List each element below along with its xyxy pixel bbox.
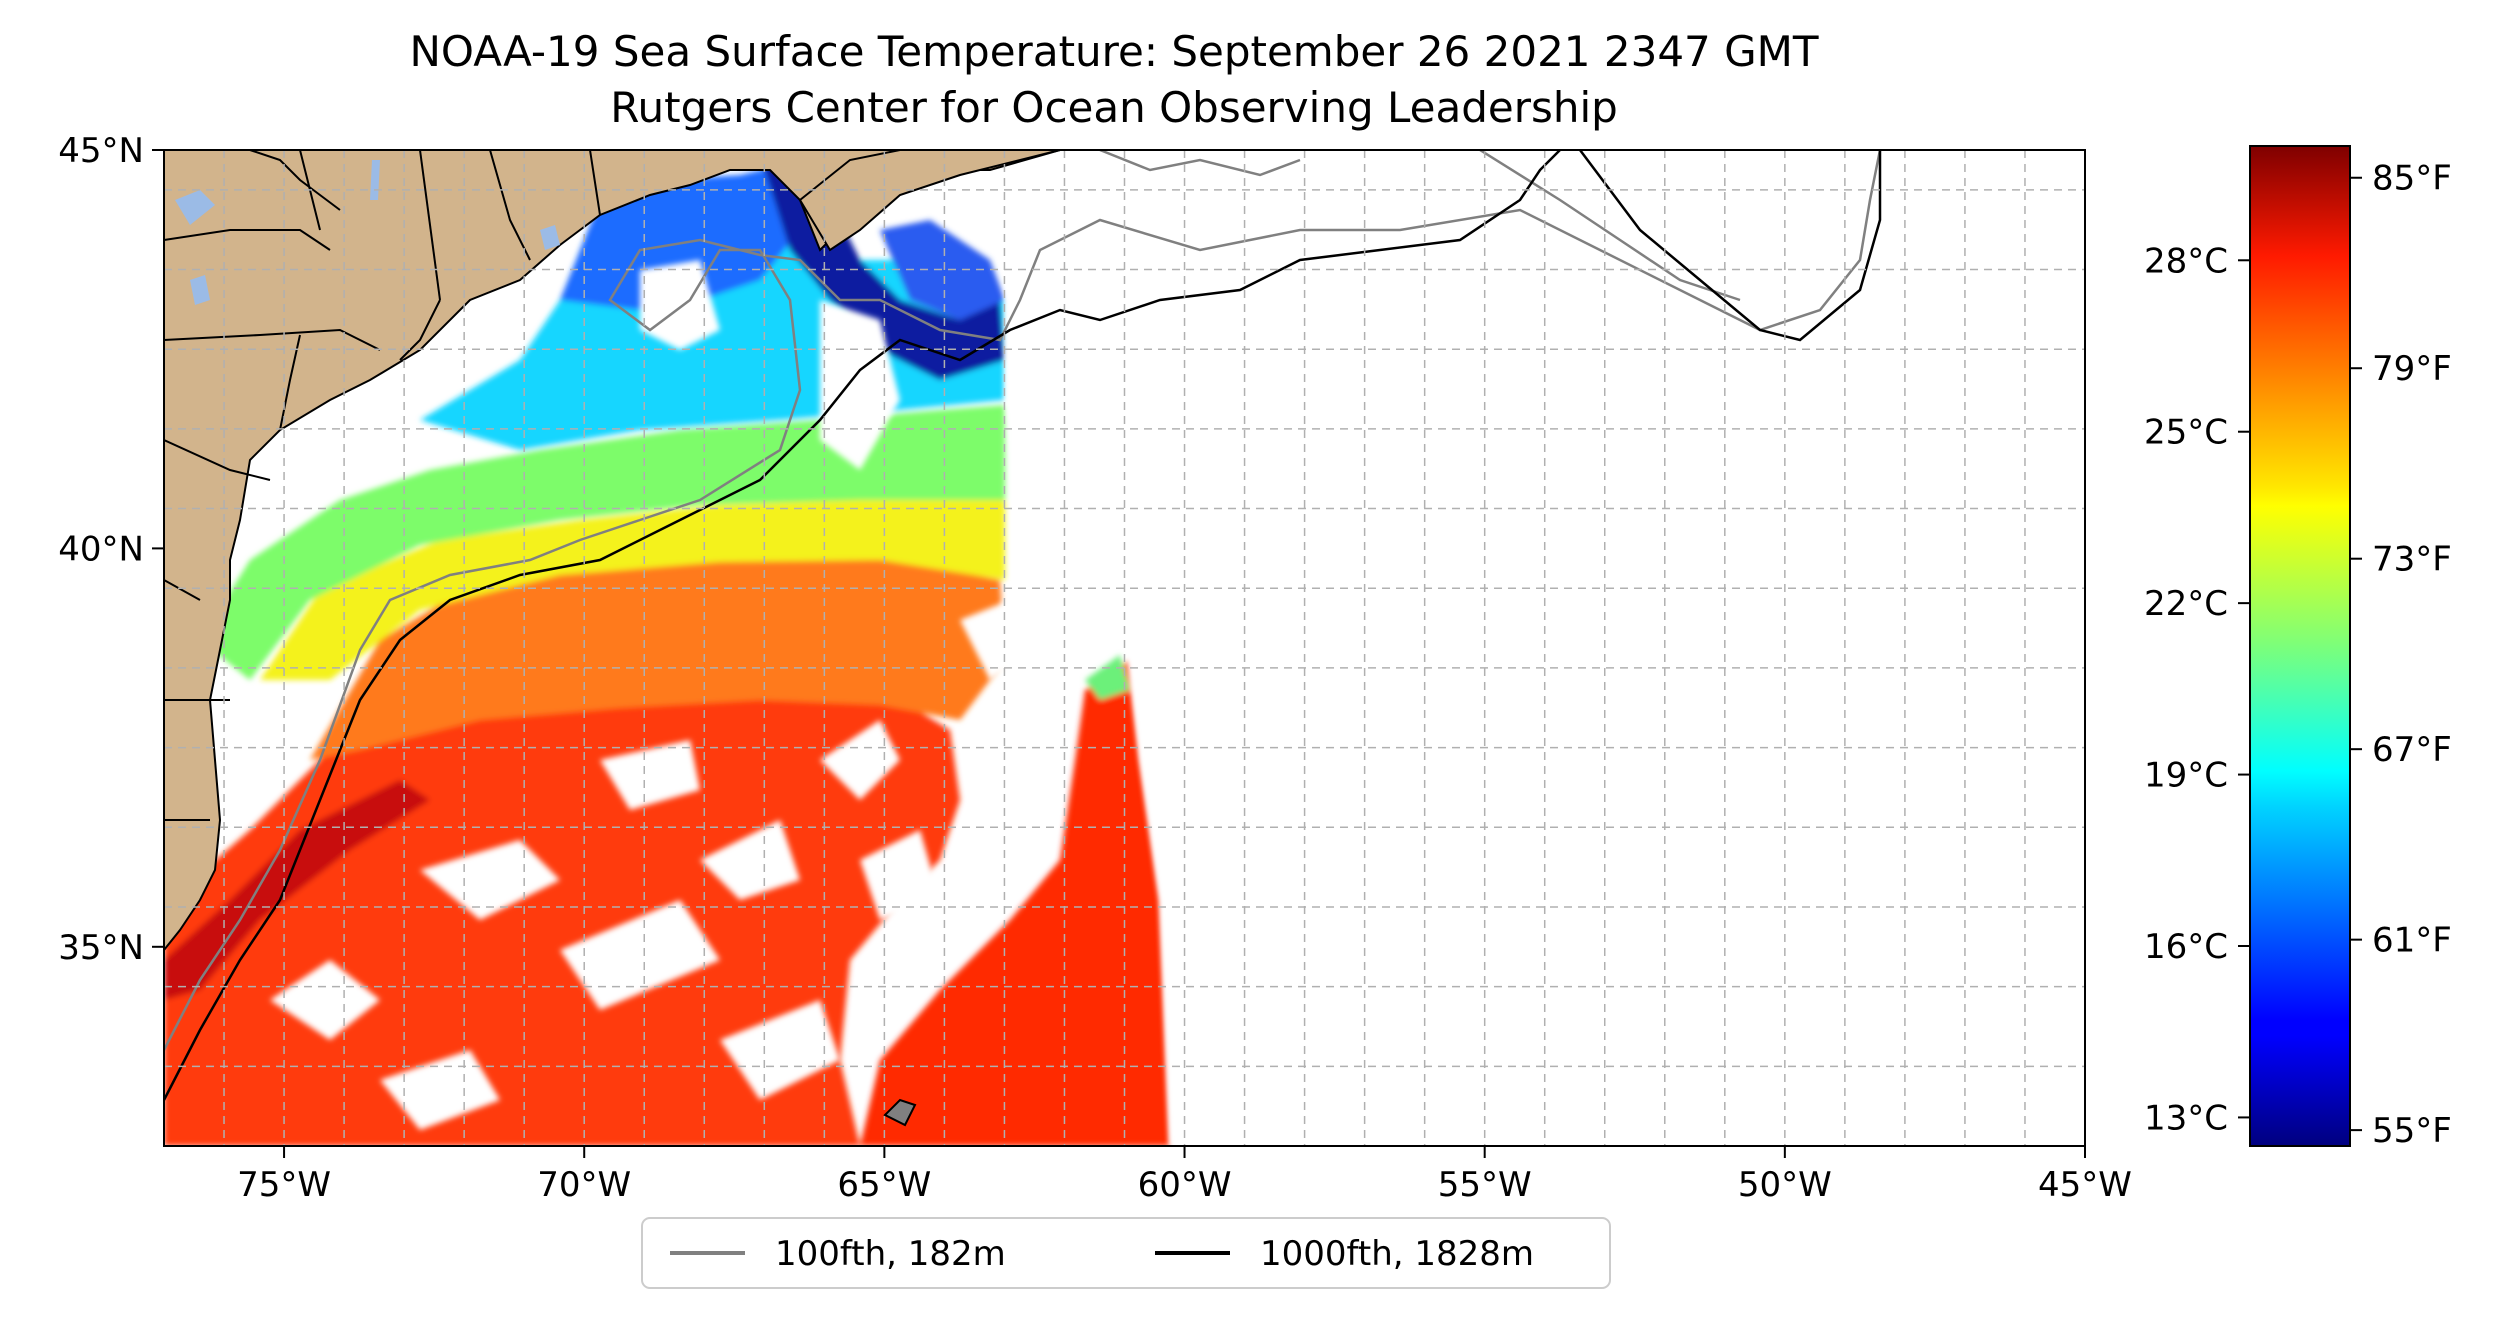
y-tick-label: 35°N bbox=[58, 928, 144, 968]
isobath-100fth bbox=[164, 150, 1882, 1051]
colorbar-f-label: 85°F bbox=[2372, 159, 2452, 199]
map-gridlines bbox=[164, 150, 2085, 1146]
colorbar-celsius-ticks: 28°C 25°C 22°C 19°C 16°C 13°C bbox=[2144, 241, 2250, 1138]
sst-yellow-slope bbox=[260, 495, 1005, 680]
colorbar-c-label: 28°C bbox=[2144, 241, 2228, 281]
legend-label-1000fth: 1000fth, 1828m bbox=[1260, 1234, 1534, 1274]
y-axis-ticks: 45°N 40°N 35°N bbox=[58, 131, 164, 968]
sst-orange-midslope bbox=[310, 560, 1005, 760]
chart-title: NOAA-19 Sea Surface Temperature: Septemb… bbox=[409, 27, 1818, 76]
x-tick-label: 50°W bbox=[1738, 1165, 1832, 1205]
colorbar-c-label: 19°C bbox=[2144, 756, 2228, 796]
x-tick-label: 70°W bbox=[537, 1165, 631, 1205]
map-panel: 75°W 70°W 65°W 60°W 55°W 50°W 45°W 45°N 40°N 35°… bbox=[58, 131, 2132, 1205]
chart-subtitle: Rutgers Center for Ocean Observing Leade… bbox=[610, 83, 1618, 132]
sst-warm-east-strip bbox=[860, 660, 1170, 1146]
land-nova-scotia bbox=[798, 150, 1061, 252]
x-tick-label: 65°W bbox=[837, 1165, 931, 1205]
x-tick-label: 45°W bbox=[2038, 1165, 2132, 1205]
colorbar-c-label: 16°C bbox=[2144, 927, 2228, 967]
colorbar: 85°F 79°F 73°F 67°F 61°F 55°F 28°C 25°C 22°C 19°… bbox=[2144, 145, 2452, 1151]
colorbar-f-label: 67°F bbox=[2372, 730, 2452, 770]
colorbar-c-label: 25°C bbox=[2144, 413, 2228, 453]
colorbar-fahrenheit-ticks: 85°F 79°F 73°F 67°F 61°F 55°F bbox=[2350, 159, 2452, 1151]
bermuda bbox=[883, 1098, 917, 1127]
x-tick-label: 75°W bbox=[237, 1165, 331, 1205]
lakes bbox=[175, 160, 560, 305]
colorbar-c-label: 22°C bbox=[2144, 584, 2228, 624]
legend-label-100fth: 100fth, 182m bbox=[775, 1234, 1006, 1274]
x-tick-label: 60°W bbox=[1138, 1165, 1232, 1205]
x-tick-label: 55°W bbox=[1438, 1165, 1532, 1205]
sst-green-east-fleck bbox=[1085, 655, 1130, 700]
legend: 100fth, 182m 1000fth, 1828m bbox=[641, 1217, 1611, 1289]
sst-blue-scotian bbox=[880, 220, 1005, 320]
land bbox=[164, 150, 1061, 952]
colorbar-c-label: 13°C bbox=[2144, 1098, 2228, 1138]
y-tick-label: 40°N bbox=[58, 529, 144, 569]
colorbar-f-label: 73°F bbox=[2372, 540, 2452, 580]
colorbar-gradient bbox=[2249, 145, 2351, 1147]
colorbar-f-label: 61°F bbox=[2372, 921, 2452, 961]
sst-deepred-coast bbox=[164, 780, 430, 1000]
y-tick-label: 45°N bbox=[58, 131, 144, 171]
colorbar-f-label: 79°F bbox=[2372, 349, 2452, 389]
colorbar-f-label: 55°F bbox=[2372, 1111, 2452, 1151]
x-axis-ticks: 75°W 70°W 65°W 60°W 55°W 50°W 45°W bbox=[237, 1146, 2132, 1205]
sst-green-shelf bbox=[200, 405, 1005, 680]
isobath-1000fth bbox=[164, 150, 1882, 1101]
